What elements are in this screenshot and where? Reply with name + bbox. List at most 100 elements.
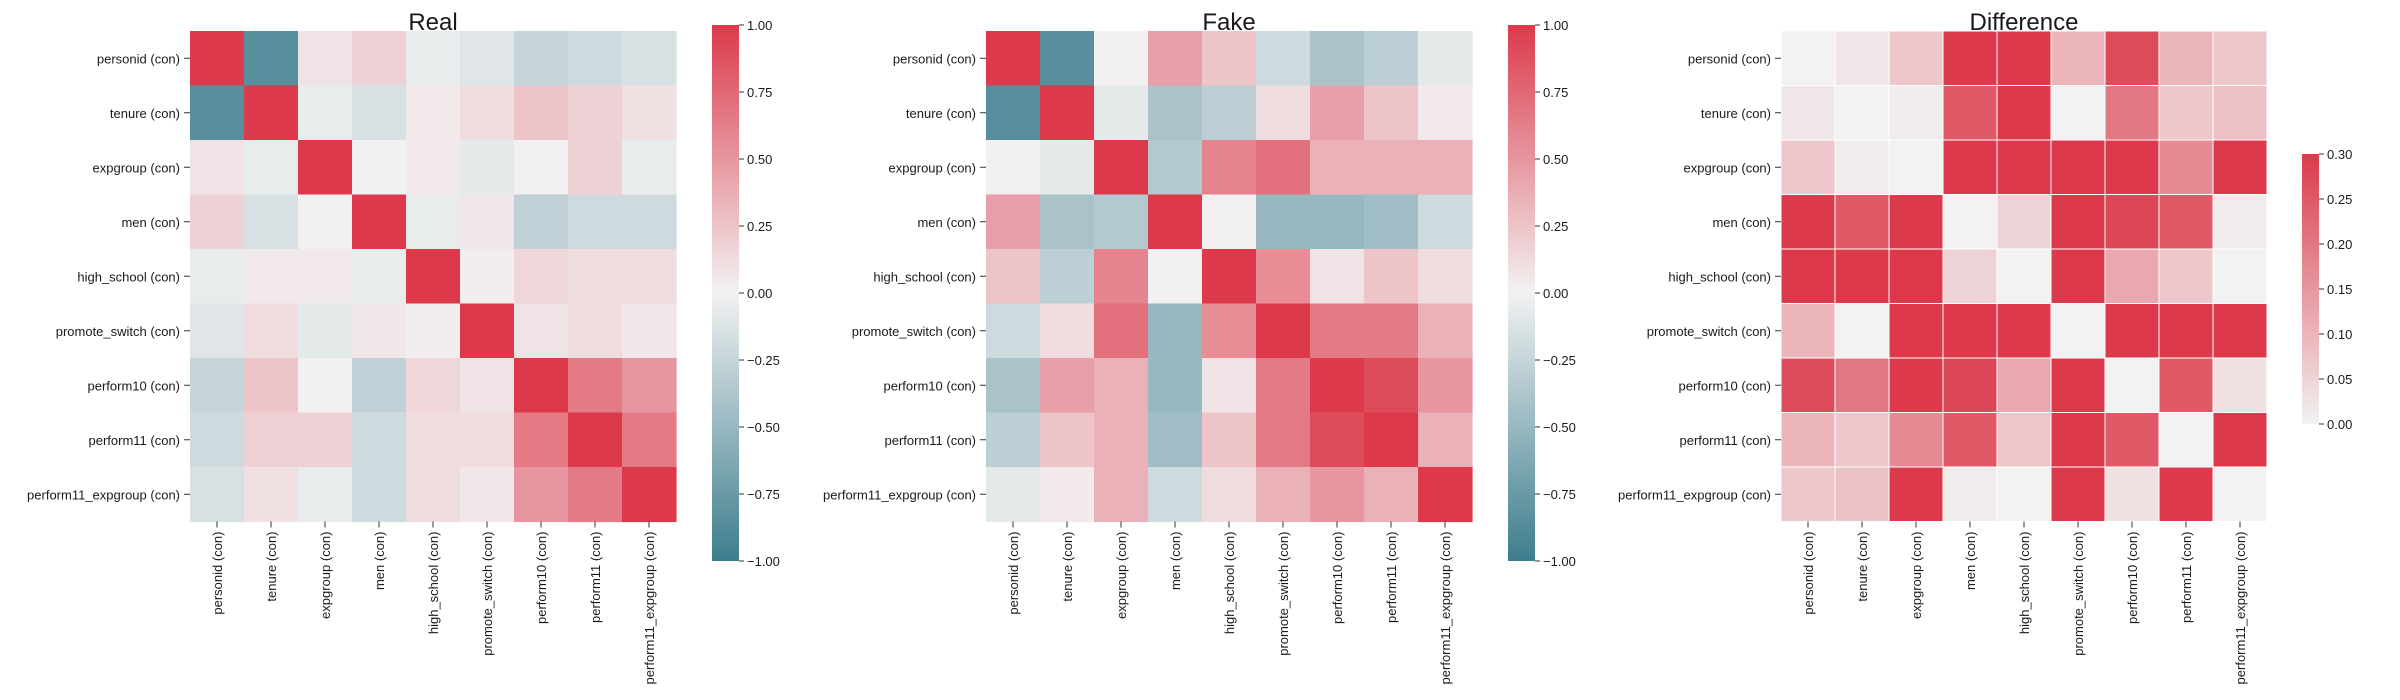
heatmap-cell	[1996, 248, 2052, 304]
heatmap-cell	[986, 140, 1041, 196]
y-tick-label: perform10 (con)	[88, 378, 180, 393]
heatmap-cell	[2158, 248, 2214, 304]
heatmap-cell	[406, 31, 461, 87]
heatmap-cell	[568, 140, 623, 196]
heatmap-cell	[190, 358, 245, 414]
heatmap-cell	[1256, 467, 1311, 523]
colorbar-tick-label: 0.75	[1543, 85, 1568, 100]
colorbar-tick-label: 0.25	[2327, 192, 2352, 207]
heatmap-cell	[1040, 194, 1095, 250]
heatmap-cell	[2050, 194, 2106, 250]
heatmap-cell	[1256, 85, 1311, 141]
heatmap-cell	[1202, 412, 1257, 468]
heatmap-cell	[1780, 303, 1836, 359]
heatmap-cell	[244, 85, 299, 141]
heatmap-cell	[1148, 358, 1203, 414]
heatmap-cell	[1996, 139, 2052, 195]
x-tick-label: perform11 (con)	[588, 532, 603, 624]
heatmap-cell	[1888, 412, 1944, 468]
heatmap-cell	[2158, 139, 2214, 195]
heatmap-cell	[2104, 30, 2160, 86]
y-tick-label: tenure (con)	[110, 106, 180, 121]
heatmap-cell	[244, 303, 299, 359]
heatmap-cell	[460, 194, 515, 250]
heatmap-cell	[1094, 412, 1149, 468]
heatmap-cell	[1094, 249, 1149, 305]
heatmap-cell	[1202, 85, 1257, 141]
heatmap-cell	[406, 85, 461, 141]
x-tick-label: personid (con)	[1006, 532, 1021, 615]
heatmap-cell	[1256, 140, 1311, 196]
heatmap-cell	[1888, 85, 1944, 141]
x-tick-label: high_school (con)	[426, 532, 441, 635]
heatmap-cell	[986, 31, 1041, 87]
x-tick-label: perform11 (con)	[2179, 532, 2194, 624]
heatmap-cell	[190, 85, 245, 141]
heatmap-cell	[1040, 140, 1095, 196]
heatmap-cell	[568, 85, 623, 141]
heatmap-cell	[460, 358, 515, 414]
heatmap-cell	[1942, 85, 1998, 141]
heatmap-cell	[1148, 140, 1203, 196]
heatmap-cell	[298, 194, 353, 250]
heatmap-cell	[2158, 466, 2214, 522]
heatmap-cell	[1834, 85, 1890, 141]
heatmap-cell	[298, 358, 353, 414]
x-tick-label: perform11_expgroup (con)	[2233, 532, 2248, 685]
colorbar	[2302, 154, 2319, 424]
heatmap-cell	[1148, 303, 1203, 359]
heatmap-cell	[1364, 358, 1419, 414]
heatmap-cell	[460, 249, 515, 305]
heatmap-cell	[514, 303, 569, 359]
heatmap-cell	[1364, 303, 1419, 359]
colorbar-tick-label: −0.75	[747, 487, 780, 502]
heatmap-cell	[568, 303, 623, 359]
y-tick-label: promote_switch (con)	[1647, 324, 1771, 339]
heatmap-cell	[2104, 466, 2160, 522]
heatmap-cell	[1094, 85, 1149, 141]
y-tick-label: high_school (con)	[1668, 269, 1771, 284]
colorbar-tick-label: 0.00	[747, 286, 772, 301]
heatmap-cell	[1148, 249, 1203, 305]
heatmap-cell	[2050, 139, 2106, 195]
heatmap-cell	[1834, 194, 1890, 250]
heatmap-cell	[568, 467, 623, 523]
heatmap-cell	[1780, 194, 1836, 250]
heatmap-cell	[1310, 31, 1365, 87]
heatmap-cell	[986, 303, 1041, 359]
colorbar-tick-label: −0.75	[1543, 487, 1576, 502]
heatmap-cell	[2158, 357, 2214, 413]
colorbar-tick-label: −1.00	[1543, 554, 1576, 569]
heatmap-cell	[1942, 357, 1998, 413]
heatmap-cell	[1418, 249, 1473, 305]
heatmap-cell	[406, 358, 461, 414]
colorbar-tick-label: −0.25	[747, 353, 780, 368]
colorbar-tick-label: −1.00	[747, 554, 780, 569]
heatmap-cell	[2104, 303, 2160, 359]
y-tick-label: perform11 (con)	[1679, 433, 1771, 448]
heatmap-cell	[190, 249, 245, 305]
heatmap-cell	[1888, 357, 1944, 413]
heatmap-cell	[460, 412, 515, 468]
colorbar-tick-label: 0.25	[747, 219, 772, 234]
colorbar-tick-label: 0.15	[2327, 282, 2352, 297]
heatmap-cell	[2050, 248, 2106, 304]
heatmap-cell	[406, 249, 461, 305]
heatmap-cell	[2104, 357, 2160, 413]
colorbar-tick-label: 0.00	[2327, 417, 2352, 432]
heatmap-cell	[1780, 139, 1836, 195]
heatmap-cell	[1310, 194, 1365, 250]
heatmap-cell	[1364, 412, 1419, 468]
x-tick-label: promote_switch (con)	[480, 532, 495, 656]
heatmap-cell	[514, 412, 569, 468]
heatmap-cell	[2104, 139, 2160, 195]
heatmap-cell	[1148, 467, 1203, 523]
colorbar-tick-label: 0.50	[747, 152, 772, 167]
x-tick-label: expgroup (con)	[1114, 532, 1129, 619]
heatmap-cell	[352, 303, 407, 359]
colorbar-tick-label: 1.00	[747, 18, 772, 33]
heatmap-cell	[1942, 466, 1998, 522]
y-tick-label: tenure (con)	[1701, 106, 1771, 121]
heatmap-cell	[1834, 139, 1890, 195]
